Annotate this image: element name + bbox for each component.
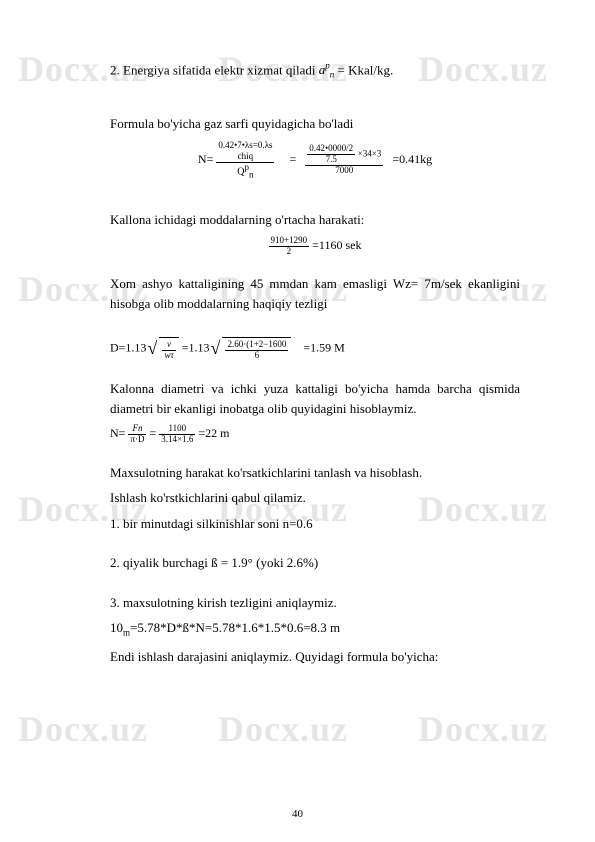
d-label: D=1.13 (110, 341, 146, 355)
eq: =1.13 (182, 341, 210, 355)
result: =0.41kg (392, 152, 432, 166)
para-11: 10m=5.78*D*ß*N=5.78*1.6*1.5*0.6=8.3 m (110, 618, 520, 640)
num-bot: chiq (238, 151, 254, 161)
watermark: Docx.uz (218, 708, 348, 750)
para-kalonna: Kalonna diametri va ichki yuza kattaligi… (110, 379, 520, 418)
para-9: 2. qiyalik burchagi ß = 1.9° (yoki 2.6%) (110, 553, 520, 573)
tail: ×34×3 (358, 149, 382, 159)
sqrt2: 2.60·(1+2−1600 6 (212, 337, 291, 361)
sqrt1: v wτ (149, 337, 178, 361)
frac3: 910+1290 2 (269, 236, 310, 257)
eq: = (149, 426, 156, 440)
formula-n2: N= Fn π·D = 1100 3.14×1.6 =22 m (110, 424, 520, 445)
frac1: 0.42•7•λs=0.λs chiq Qpn (216, 140, 274, 180)
para-10: 3. maxsulotning kirish tezligini aniqlay… (110, 593, 520, 613)
b: 7.5 (307, 155, 355, 165)
result: =1.59 M (303, 341, 344, 355)
num: 910+1290 (269, 236, 310, 247)
result: =1160 sek (312, 238, 361, 252)
den: 7000 (305, 166, 383, 176)
den: Q (237, 166, 244, 177)
den: wτ (162, 351, 175, 361)
frac2: 0.42•0000/2 7.5 ×34×3 7000 (305, 144, 383, 176)
sub: n (249, 169, 254, 179)
watermark: Docx.uz (418, 708, 548, 750)
para-6: Maxsulotning harakat ko'rsatkichlarini t… (110, 463, 520, 483)
para-8: 1. bir minutdagi silkinishlar soni n=0.6 (110, 514, 520, 534)
para-kallona: Kallona ichidagi moddalarning o'rtacha h… (110, 210, 520, 230)
den: π·D (128, 435, 146, 445)
frac5: 1100 3.14×1.6 (159, 424, 195, 445)
n-label: N= (198, 152, 213, 166)
text: = Kkal/kg. (338, 62, 394, 77)
document-body: 2. Energiya sifatida elektr xizmat qilad… (110, 60, 520, 672)
para-xom-ashyo: Xom ashyo kattaligining 45 mmdan kam ema… (110, 274, 520, 313)
den: 6 (225, 351, 288, 361)
result: =22 m (198, 426, 229, 440)
para-12: Endi ishlash darajasini aniqlaymiz. Quyi… (110, 647, 520, 667)
formula-avg: 910+1290 2 =1160 sek (110, 236, 520, 257)
sub: n (330, 70, 335, 80)
num-top: 0.42•7•λs=0.λs (218, 140, 272, 150)
eq: = (289, 152, 296, 166)
formula-d: D=1.13 v wτ =1.13 2.60·(1+2−1600 6 =1.59… (110, 337, 520, 361)
page-number: 40 (0, 808, 595, 820)
text: 2. Energiya sifatida elektr xizmat qilad… (110, 62, 319, 77)
den: 3.14×1.6 (159, 435, 195, 445)
para-energy: 2. Energiya sifatida elektr xizmat qilad… (110, 60, 520, 82)
var: apn (319, 62, 338, 77)
para-7: Ishlash ko'rstkichlarini qabul qilamiz. (110, 488, 520, 508)
text: =5.78*D*ß*N=5.78*1.6*1.5*0.6=8.3 m (130, 620, 340, 635)
watermark: Docx.uz (18, 708, 148, 750)
frac4: Fn π·D (128, 424, 146, 445)
den: 2 (269, 247, 310, 257)
label: N= (110, 426, 125, 440)
para-formula-intro: Formula bo'yicha gaz sarfi quyidagicha b… (110, 114, 520, 134)
formula-n: N= 0.42•7•λs=0.λs chiq Qpn = 0.42•0000/2… (110, 140, 520, 180)
